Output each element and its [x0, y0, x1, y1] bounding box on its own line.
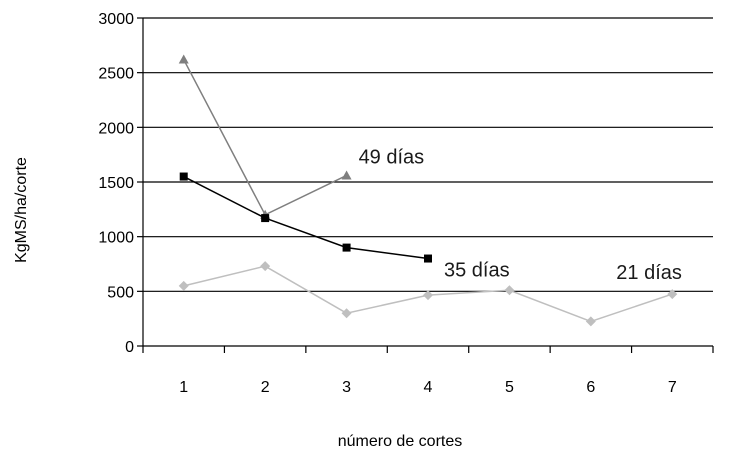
y-tick-label: 2500	[98, 66, 134, 83]
series-line-2	[183, 175, 429, 260]
gridlines	[143, 17, 713, 292]
x-tick-label: 1	[179, 379, 188, 396]
diamond-marker	[341, 308, 352, 319]
y-tick-label: 2000	[98, 120, 134, 137]
y-tick-label: 1500	[98, 175, 134, 192]
y-tick-label: 1000	[98, 230, 134, 247]
x-tick-label: 7	[668, 379, 677, 396]
square-marker	[179, 172, 188, 181]
triangle-marker	[341, 170, 352, 180]
series-label-1: 49 días	[359, 146, 425, 168]
diamond-marker	[178, 280, 189, 291]
diamond-marker	[423, 290, 433, 301]
square-marker	[261, 214, 270, 223]
x-axis-title: número de cortes	[338, 433, 463, 450]
triangle-marker	[178, 54, 189, 64]
square-marker	[424, 254, 432, 263]
x-tick-label: 5	[505, 379, 514, 396]
diamond-marker	[260, 261, 271, 272]
series-line-1	[183, 59, 347, 216]
diamond-marker	[585, 316, 596, 327]
y-axis-title: KgMS/ha/corte	[13, 157, 30, 263]
y-tick-label: 500	[107, 284, 134, 301]
series-label-3: 21 días	[616, 262, 682, 284]
x-tick-label: 6	[586, 379, 595, 396]
x-tick-label: 2	[261, 379, 270, 396]
x-tick-label: 4	[424, 379, 433, 396]
square-marker	[342, 243, 351, 252]
series-label-2: 35 días	[444, 260, 510, 282]
axes: 0 500 1000 1500 2000 2500 3000 1 2 3 4 5 6 7	[98, 11, 714, 396]
diamond-marker	[667, 289, 678, 300]
diamond-marker	[504, 285, 515, 296]
labels: 49 días 35 días 21 días	[359, 146, 682, 284]
y-tick-label: 3000	[98, 11, 134, 28]
y-tick-label: 0	[125, 339, 134, 356]
series	[178, 54, 678, 327]
x-tick-label: 3	[342, 379, 351, 396]
